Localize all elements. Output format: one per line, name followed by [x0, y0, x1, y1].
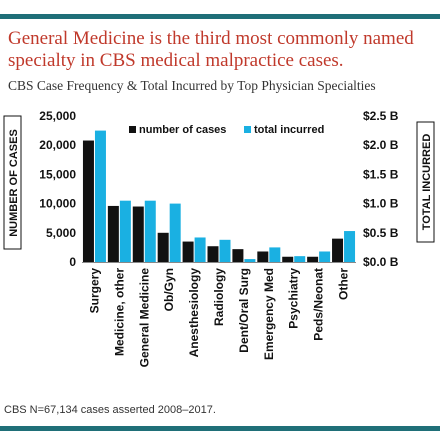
x-tick-label: Medicine, other	[112, 268, 126, 356]
y-tick-label: 15,000	[39, 167, 76, 181]
y2-tick-label: $2.0 B	[363, 138, 399, 152]
y-axis-label: NUMBER OF CASES	[8, 129, 20, 237]
x-tick-label: Ob/Gyn	[162, 268, 176, 311]
bars-group	[82, 130, 356, 262]
x-tick-label: Peds/Neonat	[312, 268, 326, 341]
y2-tick-label: $2.5 B	[363, 109, 399, 123]
bottom-rule	[0, 426, 440, 431]
left-axis-ticks: 0 5,000 10,000 15,000 20,000 25,000	[39, 109, 76, 269]
top-rule	[0, 14, 440, 19]
y2-tick-label: $0.0 B	[363, 255, 399, 269]
bar-cases	[257, 251, 269, 262]
x-tick-label: Surgery	[87, 268, 101, 314]
x-tick-label: Anesthesiology	[187, 268, 201, 358]
right-axis-ticks: $0.0 B $0.5 B $1.0 B $1.5 B $2.0 B $2.5 B	[363, 109, 399, 269]
y2-axis-label: TOTAL INCURRED	[421, 134, 433, 231]
bar-incurred	[244, 259, 256, 262]
bar-cases	[207, 246, 219, 262]
footnote: CBS N=67,134 cases asserted 2008–2017.	[4, 404, 216, 416]
bar-cases	[307, 256, 319, 262]
y-tick-label: 0	[69, 255, 76, 269]
y2-tick-label: $1.0 B	[363, 197, 399, 211]
bar-cases	[282, 256, 294, 262]
bar-cases	[82, 140, 94, 262]
y-tick-label: 20,000	[39, 138, 76, 152]
legend-label-incurred: total incurred	[254, 124, 324, 136]
bar-incurred	[319, 251, 331, 262]
chart-subtitle: CBS Case Frequency & Total Incurred by T…	[8, 78, 376, 93]
y-tick-label: 25,000	[39, 109, 76, 123]
bar-cases	[232, 249, 244, 262]
category-labels: Surgery Medicine, other General Medicine Ob…	[87, 268, 350, 368]
x-tick-label: General Medicine	[137, 268, 151, 368]
bar-incurred	[119, 200, 131, 262]
bar-incurred	[194, 237, 206, 262]
legend-swatch-incurred	[244, 126, 251, 133]
bar-cases	[157, 232, 169, 262]
y2-tick-label: $1.5 B	[363, 167, 399, 181]
bar-cases	[332, 238, 344, 262]
bar-cases	[132, 206, 144, 262]
bar-incurred	[219, 239, 231, 262]
x-tick-label: Radiology	[212, 268, 226, 326]
x-tick-label: Psychiatry	[287, 268, 301, 329]
bar-incurred	[269, 247, 281, 262]
bar-incurred	[344, 231, 356, 262]
legend: number of cases total incurred	[129, 124, 324, 136]
bar-incurred	[144, 200, 156, 262]
x-tick-label: Dent/Oral Surg	[237, 268, 251, 353]
bar-cases	[107, 205, 119, 262]
y-tick-label: 5,000	[46, 226, 76, 240]
bar-incurred	[294, 256, 306, 262]
bar-cases	[182, 241, 194, 262]
bar-incurred	[94, 130, 106, 262]
left-axis-title: NUMBER OF CASES	[3, 115, 22, 250]
bar-incurred	[169, 203, 181, 262]
chart-headline: General Medicine is the third most commo…	[8, 28, 414, 71]
legend-label-cases: number of cases	[139, 124, 226, 136]
y2-tick-label: $0.5 B	[363, 226, 399, 240]
legend-swatch-cases	[129, 126, 136, 133]
y-tick-label: 10,000	[39, 197, 76, 211]
x-tick-label: Other	[337, 268, 351, 300]
x-tick-label: Emergency Med	[262, 268, 276, 360]
right-axis-title: TOTAL INCURRED	[416, 121, 435, 243]
